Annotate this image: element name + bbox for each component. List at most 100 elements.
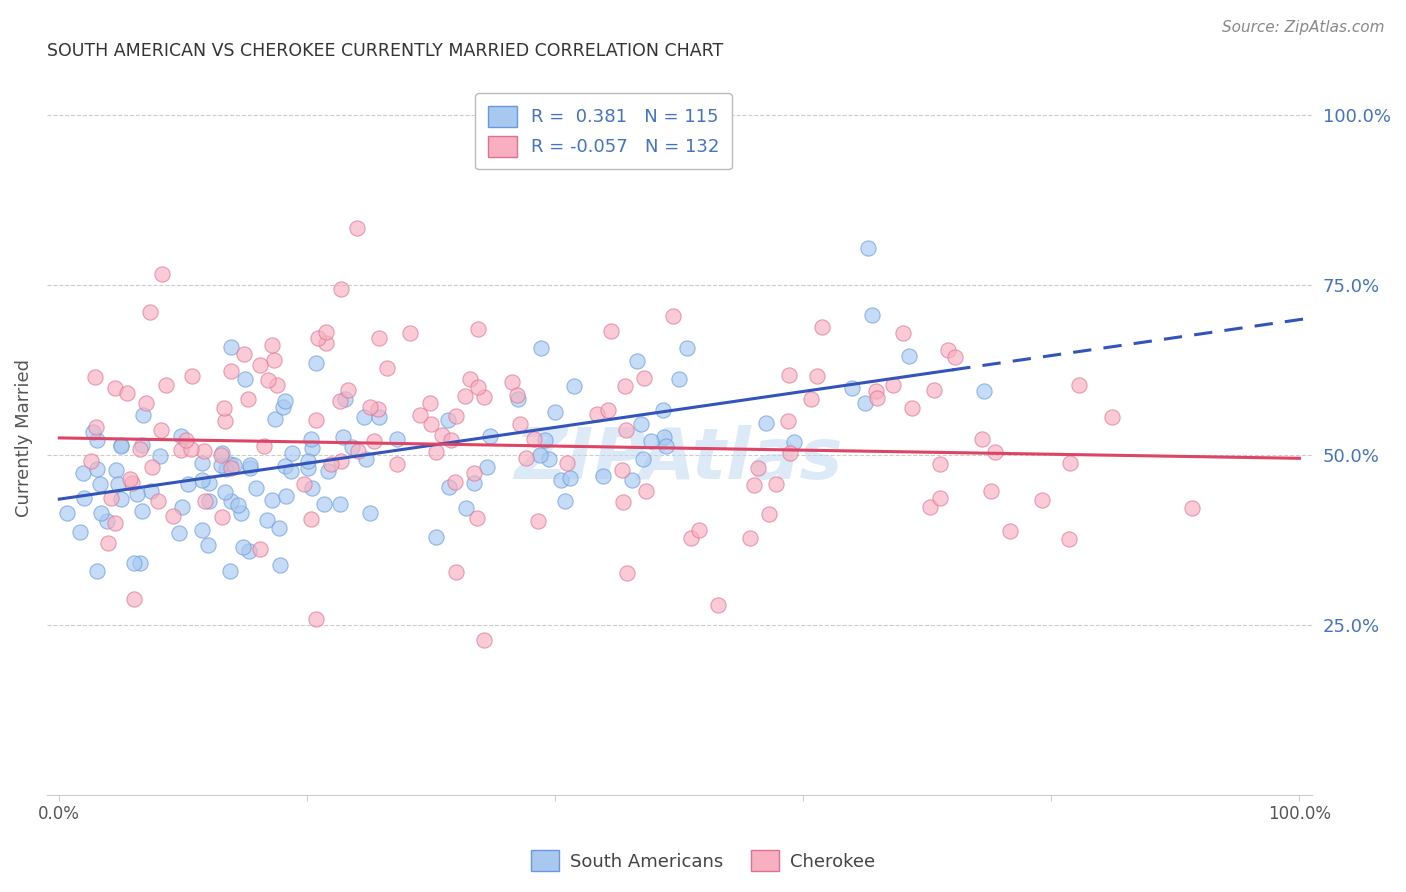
Point (882, 377, 904, 392)
Point (626, 354, 648, 368)
Point (141, 460, 163, 475)
Point (446, 565, 468, 579)
Legend: South Americans, Cherokee: South Americans, Cherokee (523, 843, 883, 879)
Point (478, 429, 501, 443)
Point (800, 392, 823, 407)
Point (239, 461, 262, 475)
Point (367, 402, 389, 417)
Point (425, 530, 447, 544)
Point (197, 538, 219, 552)
Point (104, 380, 127, 394)
Point (238, 543, 260, 558)
Point (558, 471, 581, 485)
Point (631, 452, 654, 467)
Point (652, 403, 675, 417)
Point (929, 457, 952, 471)
Point (329, 393, 352, 408)
Legend: R =  0.381   N = 115, R = -0.057   N = 132: R = 0.381 N = 115, R = -0.057 N = 132 (475, 94, 733, 169)
Y-axis label: Currently Married: Currently Married (15, 359, 32, 516)
Point (332, 430, 354, 444)
Point (1101, 409, 1123, 424)
Point (219, 457, 242, 471)
Point (454, 501, 477, 516)
Point (984, 444, 1007, 458)
Point (862, 308, 884, 322)
Point (335, 392, 357, 406)
Point (463, 466, 485, 480)
Point (132, 408, 155, 422)
Point (170, 429, 193, 443)
Point (440, 434, 463, 448)
Point (297, 461, 319, 475)
Point (354, 452, 377, 467)
Point (509, 417, 531, 432)
Point (633, 370, 655, 384)
Point (222, 458, 245, 472)
Point (131, 503, 153, 517)
Point (110, 439, 132, 453)
Point (226, 498, 249, 512)
Point (180, 442, 202, 456)
Point (596, 403, 619, 417)
Point (929, 491, 952, 505)
Point (304, 612, 326, 626)
Point (474, 390, 496, 404)
Point (209, 448, 232, 462)
Point (305, 356, 328, 370)
Point (538, 451, 561, 466)
Point (174, 433, 197, 447)
Point (738, 532, 761, 546)
Point (347, 444, 370, 458)
Point (197, 475, 219, 490)
Point (232, 347, 254, 361)
Point (998, 524, 1021, 538)
Point (630, 417, 652, 431)
Point (280, 464, 302, 478)
Point (1181, 501, 1204, 516)
Point (180, 368, 202, 383)
Point (662, 309, 685, 323)
Point (239, 458, 262, 472)
Point (214, 485, 236, 500)
Point (301, 481, 323, 495)
Point (122, 592, 145, 607)
Point (105, 463, 128, 477)
Point (616, 566, 638, 580)
Point (249, 358, 271, 372)
Point (211, 446, 233, 460)
Point (755, 417, 778, 431)
Point (420, 417, 443, 431)
Point (472, 633, 495, 648)
Point (214, 414, 236, 428)
Point (233, 372, 256, 386)
Point (600, 324, 623, 338)
Point (194, 494, 217, 508)
Point (853, 396, 876, 410)
Point (149, 449, 172, 463)
Point (299, 512, 322, 526)
Point (523, 432, 546, 446)
Point (135, 396, 157, 410)
Point (368, 410, 391, 425)
Point (155, 377, 177, 392)
Point (329, 454, 352, 468)
Point (898, 349, 921, 363)
Point (467, 322, 489, 336)
Point (315, 335, 337, 350)
Point (273, 394, 295, 409)
Point (501, 376, 523, 390)
Point (260, 492, 283, 507)
Point (419, 395, 441, 409)
Point (620, 473, 643, 487)
Point (425, 445, 447, 459)
Point (170, 500, 193, 515)
Point (614, 423, 637, 437)
Point (266, 378, 288, 392)
Point (505, 388, 527, 402)
Point (86, 564, 108, 578)
Point (432, 428, 454, 442)
Point (170, 443, 193, 458)
Point (337, 383, 360, 397)
Point (191, 523, 214, 537)
Point (316, 465, 339, 479)
